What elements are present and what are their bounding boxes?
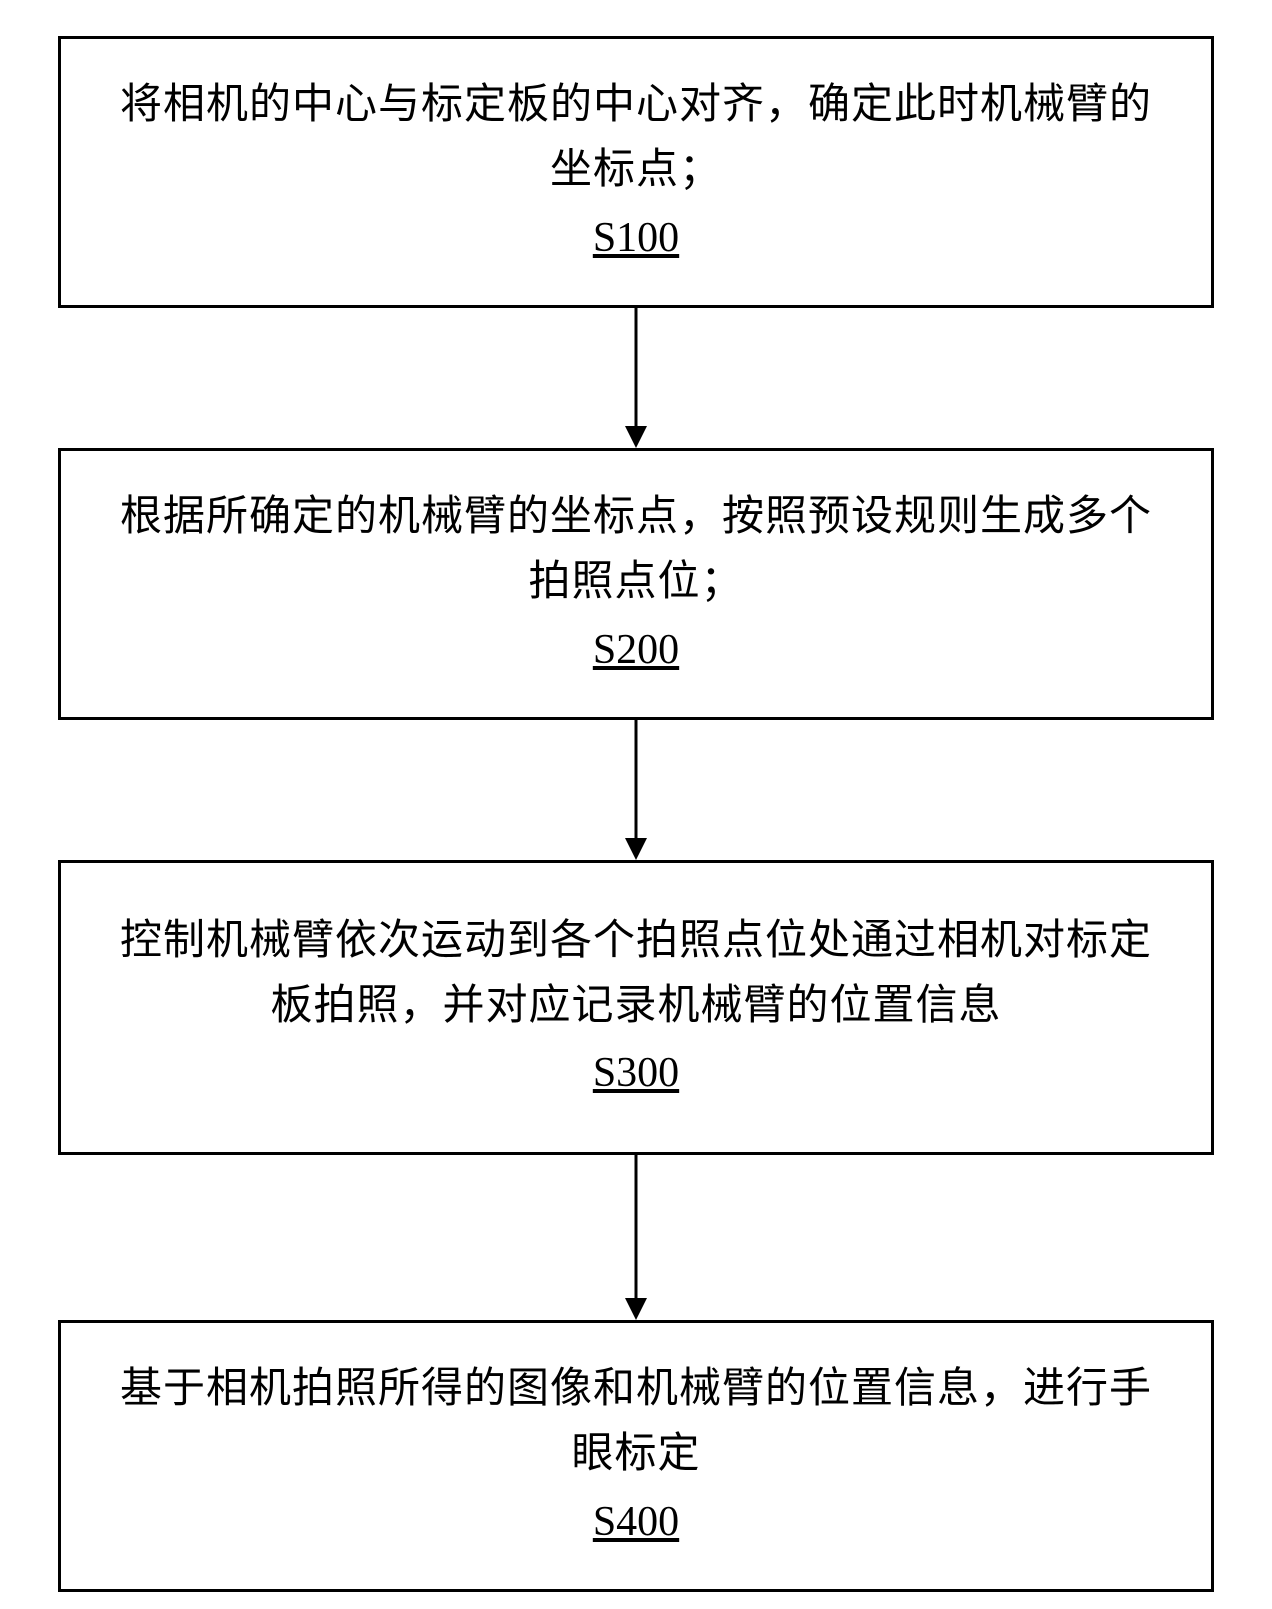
flow-arrow — [58, 720, 1214, 860]
step-text: 基于相机拍照所得的图像和机械臂的位置信息，进行手眼标定 — [101, 1357, 1171, 1487]
step-text: 控制机械臂依次运动到各个拍照点位处通过相机对标定板拍照，并对应记录机械臂的位置信… — [101, 909, 1171, 1039]
flow-arrow — [58, 308, 1214, 448]
flow-step: 基于相机拍照所得的图像和机械臂的位置信息，进行手眼标定 S400 — [58, 1320, 1214, 1592]
flow-step: 根据所确定的机械臂的坐标点，按照预设规则生成多个拍照点位； S200 — [58, 448, 1214, 720]
flow-step: 控制机械臂依次运动到各个拍照点位处通过相机对标定板拍照，并对应记录机械臂的位置信… — [58, 860, 1214, 1155]
step-id: S300 — [593, 1041, 679, 1106]
flowchart-container: 将相机的中心与标定板的中心对齐，确定此时机械臂的坐标点； S100 根据所确定的… — [58, 36, 1214, 1592]
flow-step: 将相机的中心与标定板的中心对齐，确定此时机械臂的坐标点； S100 — [58, 36, 1214, 308]
step-text: 将相机的中心与标定板的中心对齐，确定此时机械臂的坐标点； — [101, 73, 1171, 203]
step-text: 根据所确定的机械臂的坐标点，按照预设规则生成多个拍照点位； — [101, 485, 1171, 615]
step-id: S100 — [593, 206, 679, 271]
step-id: S400 — [593, 1490, 679, 1555]
step-id: S200 — [593, 618, 679, 683]
flow-arrow — [58, 1155, 1214, 1320]
